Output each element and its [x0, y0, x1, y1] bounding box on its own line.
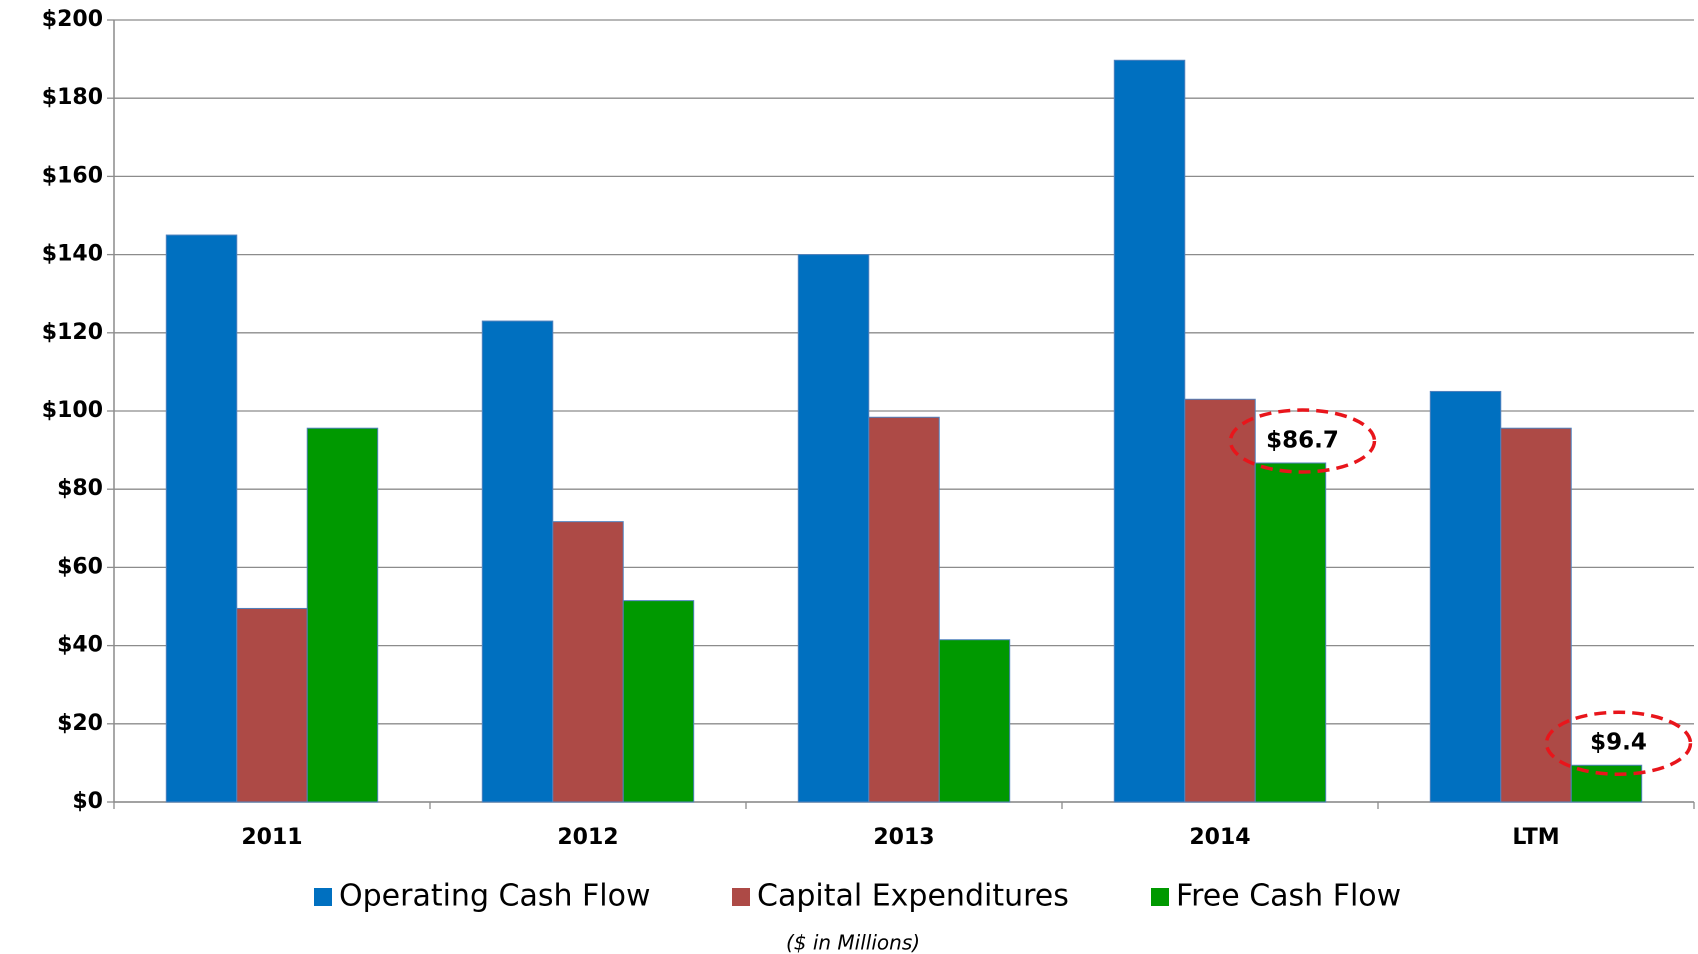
bar [938, 639, 1011, 803]
y-tick-label: $160 [42, 163, 103, 188]
bar [1254, 462, 1327, 803]
x-tick-label: 2011 [241, 825, 302, 850]
highlight-ellipse [1544, 710, 1693, 776]
y-tick-label: $40 [57, 633, 103, 658]
y-tick-label: $120 [42, 320, 103, 345]
x-tick-label: 2013 [873, 825, 934, 850]
legend-label: Capital Expenditures [757, 879, 1069, 914]
value-label: $86.7 [1266, 428, 1339, 454]
bar [236, 607, 308, 803]
y-tick-label: $180 [42, 85, 103, 110]
highlight-ellipse [1228, 408, 1377, 474]
y-tick-label: $0 [72, 789, 103, 814]
legend-label: Operating Cash Flow [339, 879, 651, 914]
bar [797, 254, 870, 803]
bar [1113, 59, 1186, 803]
bar [306, 427, 379, 803]
unit-note: ($ in Millions) [786, 931, 920, 954]
y-tick-label: $200 [42, 7, 103, 32]
x-tick-label: 2012 [557, 825, 618, 850]
legend-swatch [314, 888, 332, 906]
bar [1429, 390, 1502, 803]
y-tick-label: $140 [42, 242, 103, 267]
value-label: $9.4 [1590, 730, 1647, 756]
x-tick-label: 2014 [1189, 825, 1250, 850]
bar [1500, 427, 1572, 803]
bar [165, 234, 238, 803]
legend-swatch [1151, 888, 1169, 906]
bar [552, 521, 624, 803]
bar [622, 600, 695, 803]
bar [1184, 398, 1256, 803]
y-tick-label: $20 [57, 711, 103, 736]
y-tick-label: $60 [57, 554, 103, 579]
bar [481, 320, 554, 803]
legend-swatch [732, 888, 750, 906]
y-tick-label: $80 [57, 476, 103, 501]
bar [868, 416, 940, 803]
legend-label: Free Cash Flow [1176, 879, 1401, 914]
x-tick-label: LTM [1512, 825, 1559, 850]
y-tick-label: $100 [42, 398, 103, 423]
